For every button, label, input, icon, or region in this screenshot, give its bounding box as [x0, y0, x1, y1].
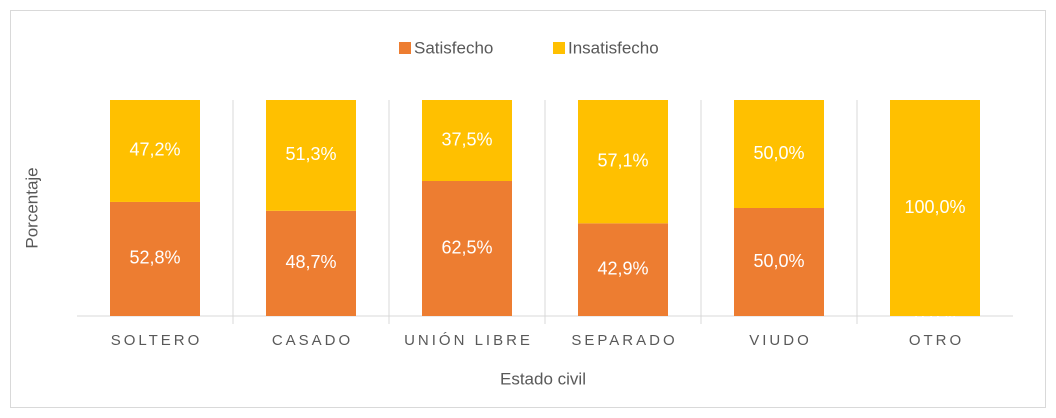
bar-segment: [110, 201, 200, 316]
bar-segment: [578, 223, 668, 316]
data-label: 48,7%: [285, 252, 336, 272]
y-axis-title: Porcentaje: [22, 167, 41, 248]
x-tick-label: SOLTERO: [111, 332, 203, 349]
data-label: 42,9%: [597, 258, 648, 278]
x-tick-label: UNIÓN LIBRE: [404, 332, 533, 349]
legend-swatch: [399, 42, 411, 54]
data-label: 50,0%: [753, 251, 804, 271]
data-label: 51,3%: [285, 144, 336, 164]
bar-segment: [422, 181, 512, 316]
data-label: 52,8%: [129, 248, 180, 268]
legend-label: Insatisfecho: [568, 38, 659, 57]
bar-segment: [110, 100, 200, 202]
legend-label: Satisfecho: [414, 38, 493, 57]
x-axis-title: Estado civil: [500, 369, 586, 388]
data-label: 47,2%: [129, 140, 180, 160]
bar-segment: [422, 100, 512, 181]
x-tick-label: SEPARADO: [571, 332, 677, 349]
data-label: 37,5%: [441, 129, 492, 149]
data-label: 62,5%: [441, 237, 492, 257]
bar-segment: [734, 100, 824, 208]
data-label: 100,0%: [904, 197, 965, 217]
bar-segment: [890, 100, 980, 316]
bar-segment: [266, 210, 356, 316]
data-label: 50,0%: [753, 143, 804, 163]
x-tick-label: CASADO: [272, 332, 353, 349]
bar-segment: [266, 100, 356, 211]
legend-swatch: [553, 42, 565, 54]
x-tick-label: OTRO: [909, 332, 964, 349]
x-tick-label: VIUDO: [749, 332, 812, 349]
bar-segment: [578, 100, 668, 224]
data-label: 57,1%: [597, 150, 648, 170]
bar-segment: [734, 208, 824, 316]
